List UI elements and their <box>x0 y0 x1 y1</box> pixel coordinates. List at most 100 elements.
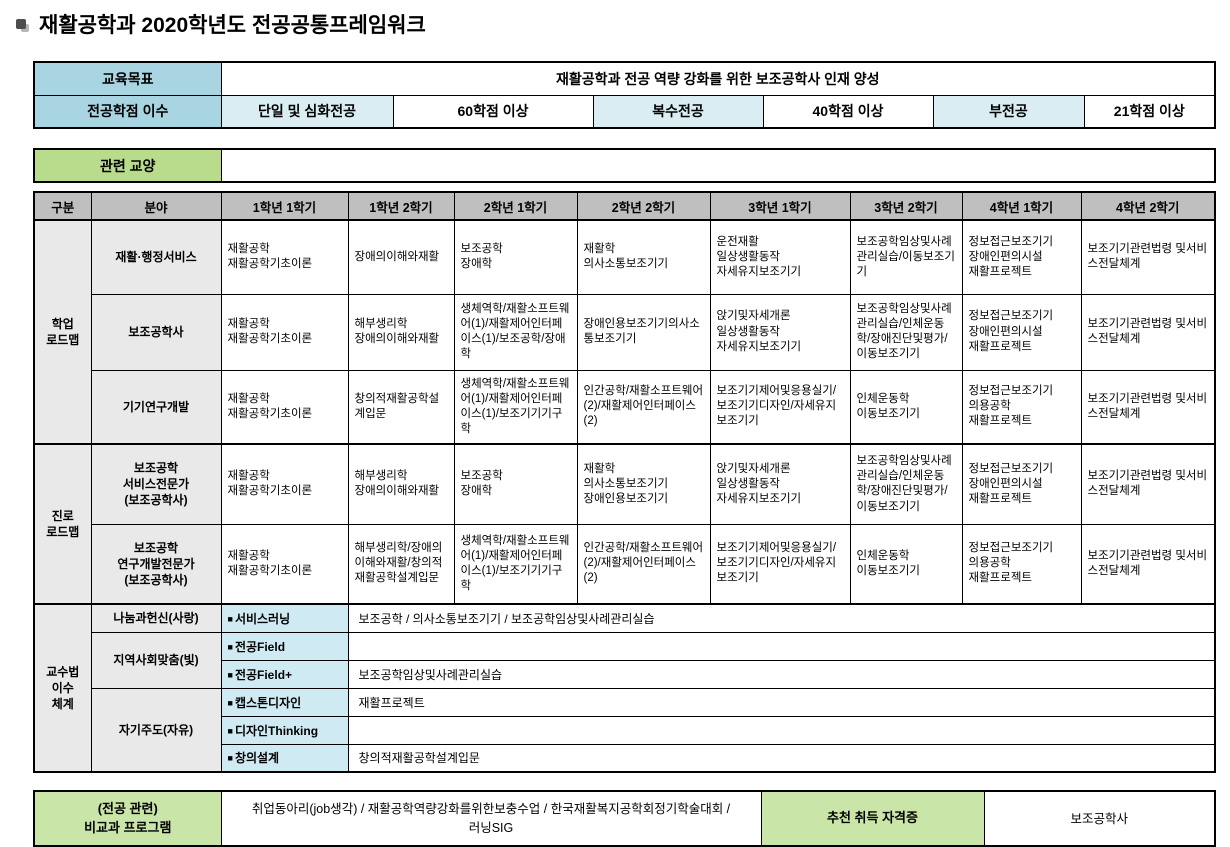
square-bullet-icon: ■ <box>227 753 233 764</box>
teaching-item-label: 디자인Thinking <box>234 723 319 738</box>
header-y4s2: 4학년 2학기 <box>1080 191 1216 222</box>
teaching-item-label: 서비스러닝 <box>234 611 291 626</box>
course-cell: 인간공학/재활소프트웨어(2)/재활제어인터페이스(2) <box>576 523 711 605</box>
course-cell: 앉기및자세개론 일상생활동작 자세유지보조기기 <box>709 443 851 525</box>
credit-type-double: 복수전공 <box>592 94 764 129</box>
teaching-item-major-field: ■ 전공Field <box>220 631 349 661</box>
header-y1s1: 1학년 1학기 <box>220 191 349 222</box>
table-row: ■ 디자인Thinking <box>34 715 1216 745</box>
course-cell: 보조공학 장애학 <box>453 219 578 295</box>
table-row: 지역사회맞춤(빛) ■ 전공Field <box>34 631 1216 689</box>
category-label-sharing: 나눔과헌신(사랑) <box>90 603 222 633</box>
group-label-career-roadmap: 진로 로드맵 <box>33 443 92 605</box>
course-cell: 재활공학 재활공학기초이론 <box>220 523 349 605</box>
course-cell: 정보접근보조기기 장애인편의시설 재활프로젝트 <box>961 293 1082 371</box>
field-label: 보조공학 연구개발전문가 (보조공학사) <box>90 523 222 605</box>
goal-credit-table: 교육목표 재활공학과 전공 역량 강화를 위한 보조공학사 인재 양성 전공학점… <box>33 61 1217 130</box>
course-cell: 재활학 의사소통보조기기 장애인용보조기기 <box>576 443 711 525</box>
course-cell: 보조기기관련법령 및서비스전달체계 <box>1080 293 1216 371</box>
teaching-content: 보조공학임상및사례관리실습 <box>347 659 1216 689</box>
teaching-content <box>347 631 1216 661</box>
table-row: 보조공학 연구개발전문가 (보조공학사) 재활공학 재활공학기초이론 해부생리학… <box>34 523 1216 605</box>
teaching-item-label: 창의설계 <box>234 751 280 766</box>
square-bullet-icon: ■ <box>227 641 233 652</box>
title-bullet-icon <box>16 19 29 33</box>
course-cell: 정보접근보조기기 장애인편의시설 재활프로젝트 <box>961 443 1082 525</box>
course-cell: 보조기기관련법령 및서비스전달체계 <box>1080 369 1216 445</box>
group-label-academic-roadmap: 학업 로드맵 <box>33 219 92 445</box>
square-bullet-icon: ■ <box>227 613 233 624</box>
header-gubun: 구분 <box>33 191 92 222</box>
course-cell: 보조기기제어및응용실기/보조기기디자인/자세유지보조기기 <box>709 523 851 605</box>
teaching-item-creative-design: ■ 창의설계 <box>220 743 349 773</box>
course-cell: 보조공학 장애학 <box>453 443 578 525</box>
course-cell: 장애의이해와재활 <box>347 219 455 295</box>
course-cell: 생체역학/재활소프트웨어(1)/재활제어인터페이스(1)/보조기기기구학 <box>453 523 578 605</box>
table-row: 학업 로드맵 재활·행정서비스 재활공학 재활공학기초이론 장애의이해와재활 보… <box>33 219 1216 445</box>
course-cell: 정보접근보조기기 장애인편의시설 재활프로젝트 <box>961 219 1082 295</box>
course-cell: 해부생리학 장애의이해와재활 <box>347 443 455 525</box>
course-cell: 보조공학임상및사례관리실습/인체운동학/장애진단및평가/이동보조기기 <box>849 293 963 371</box>
header-y4s1: 4학년 1학기 <box>961 191 1082 222</box>
course-cell: 보조기기제어및응용실기/보조기기디자인/자세유지보조기기 <box>709 369 851 445</box>
table-row: 교수법 이수 체계 나눔과헌신(사랑) ■ 서비스러닝 보조공학 / 의사소통보조… <box>33 603 1216 773</box>
credit-type-minor: 부전공 <box>932 94 1085 129</box>
credit-value-double: 40학점 이상 <box>762 94 934 129</box>
teaching-content <box>347 715 1216 745</box>
teaching-item-label: 전공Field <box>234 639 286 654</box>
group-label-teaching-method: 교수법 이수 체계 <box>33 603 92 773</box>
certificate-value: 보조공학사 <box>983 790 1216 847</box>
table-row: 진로 로드맵 보조공학 서비스전문가 (보조공학사) 재활공학 재활공학기초이론… <box>33 443 1216 605</box>
course-cell: 재활학 의사소통보조기기 <box>576 219 711 295</box>
course-cell: 운전재활 일상생활동작 자세유지보조기기 <box>709 219 851 295</box>
teaching-content: 재활프로젝트 <box>347 687 1216 717</box>
credit-value-minor: 21학점 이상 <box>1083 94 1216 129</box>
course-cell: 해부생리학/장애의이해와재활/창의적재활공학설계입문 <box>347 523 455 605</box>
page-header: 재활공학과 2020학년도 전공공통프레임워크 <box>0 0 1230 37</box>
credit-value-single: 60학점 이상 <box>392 94 594 129</box>
course-cell: 보조기기관련법령 및서비스전달체계 <box>1080 443 1216 525</box>
goal-label: 교육목표 <box>33 61 222 96</box>
course-cell: 생체역학/재활소프트웨어(1)/재활제어인터페이스(1)/보조공학/장애학 <box>453 293 578 371</box>
course-cell: 인체운동학 이동보조기기 <box>849 369 963 445</box>
field-label: 보조공학 서비스전문가 (보조공학사) <box>90 443 222 525</box>
course-cell: 보조공학임상및사례관리실습/인체운동학/장애진단및평가/이동보조기기 <box>849 443 963 525</box>
course-cell: 생체역학/재활소프트웨어(1)/재활제어인터페이스(1)/보조기기기구학 <box>453 369 578 445</box>
teaching-item-label: 캡스톤디자인 <box>234 695 302 710</box>
square-bullet-icon: ■ <box>227 725 233 736</box>
teaching-item-major-field-plus: ■ 전공Field+ <box>220 659 349 689</box>
goal-value: 재활공학과 전공 역량 강화를 위한 보조공학사 인재 양성 <box>220 61 1216 96</box>
credit-type-single: 단일 및 심화전공 <box>220 94 394 129</box>
course-cell: 해부생리학 장애의이해와재활 <box>347 293 455 371</box>
liberal-arts-value <box>220 148 1216 183</box>
course-cell: 장애인용보조기기의사소통보조기기 <box>576 293 711 371</box>
credit-label: 전공학점 이수 <box>33 94 222 129</box>
square-bullet-icon: ■ <box>227 669 233 680</box>
teaching-item-capstone: ■ 캡스톤디자인 <box>220 687 349 717</box>
curriculum-table: 구분 분야 1학년 1학기 1학년 2학기 2학년 1학기 2학년 2학기 3학… <box>33 191 1216 774</box>
course-cell: 재활공학 재활공학기초이론 <box>220 293 349 371</box>
table-row: 자기주도(자유) ■ 캡스톤디자인 재활프로젝트 <box>34 687 1216 773</box>
header-y1s2: 1학년 2학기 <box>347 191 455 222</box>
field-label: 재활·행정서비스 <box>90 219 222 295</box>
header-field: 분야 <box>90 191 222 222</box>
page-title: 재활공학과 2020학년도 전공공통프레임워크 <box>39 14 426 37</box>
category-label-community: 지역사회맞춤(빛) <box>90 631 222 689</box>
extracurricular-table: (전공 관련) 비교과 프로그램 취업동아리(job생각) / 재활공학역량강화… <box>33 790 1216 847</box>
course-cell: 보조공학임상및사례관리실습/이동보조기기 <box>849 219 963 295</box>
field-label: 보조공학사 <box>90 293 222 371</box>
certificate-label: 추천 취득 자격증 <box>760 790 985 847</box>
header-y2s1: 2학년 1학기 <box>453 191 578 222</box>
liberal-arts-label: 관련 교양 <box>33 148 222 183</box>
course-cell: 보조기기관련법령 및서비스전달체계 <box>1080 523 1216 605</box>
extracurricular-label: (전공 관련) 비교과 프로그램 <box>33 790 222 847</box>
teaching-item-service-learning: ■ 서비스러닝 <box>220 603 349 633</box>
teaching-content: 창의적재활공학설계입문 <box>347 743 1216 773</box>
teaching-item-label: 전공Field+ <box>234 667 293 682</box>
course-cell: 정보접근보조기기 의용공학 재활프로젝트 <box>961 523 1082 605</box>
course-cell: 창의적재활공학설계입문 <box>347 369 455 445</box>
liberal-arts-table: 관련 교양 <box>33 148 1216 184</box>
header-y3s2: 3학년 2학기 <box>849 191 963 222</box>
course-cell: 재활공학 재활공학기초이론 <box>220 219 349 295</box>
table-row: ■ 창의설계 창의적재활공학설계입문 <box>34 743 1216 773</box>
